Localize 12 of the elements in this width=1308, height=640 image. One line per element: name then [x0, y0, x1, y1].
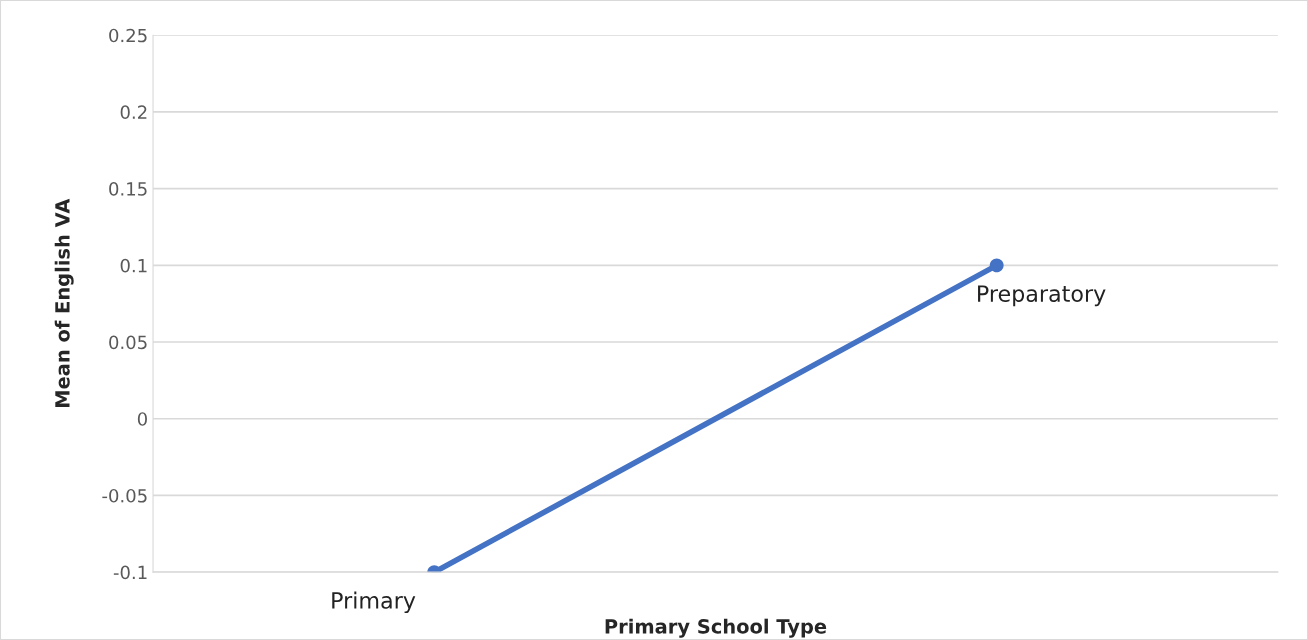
y-tick-label: 0	[137, 412, 147, 426]
y-axis-title: Mean of English VA	[54, 198, 74, 407]
y-tick-label: 0.05	[109, 335, 147, 350]
x-tick-label: Primary	[332, 591, 416, 614]
y-tick-label: -0.05	[102, 488, 147, 503]
y-tick-label: 0.1	[120, 258, 147, 273]
y-tick-label: 0.25	[109, 28, 147, 43]
y-tick-label: 0.2	[120, 105, 147, 120]
y-tick-label: 0.15	[109, 182, 147, 196]
y-tick-label: -0.1	[113, 565, 147, 580]
x-axis-title: Primary School Type	[605, 618, 827, 638]
x-tick-label: Preparatory	[978, 285, 1106, 307]
